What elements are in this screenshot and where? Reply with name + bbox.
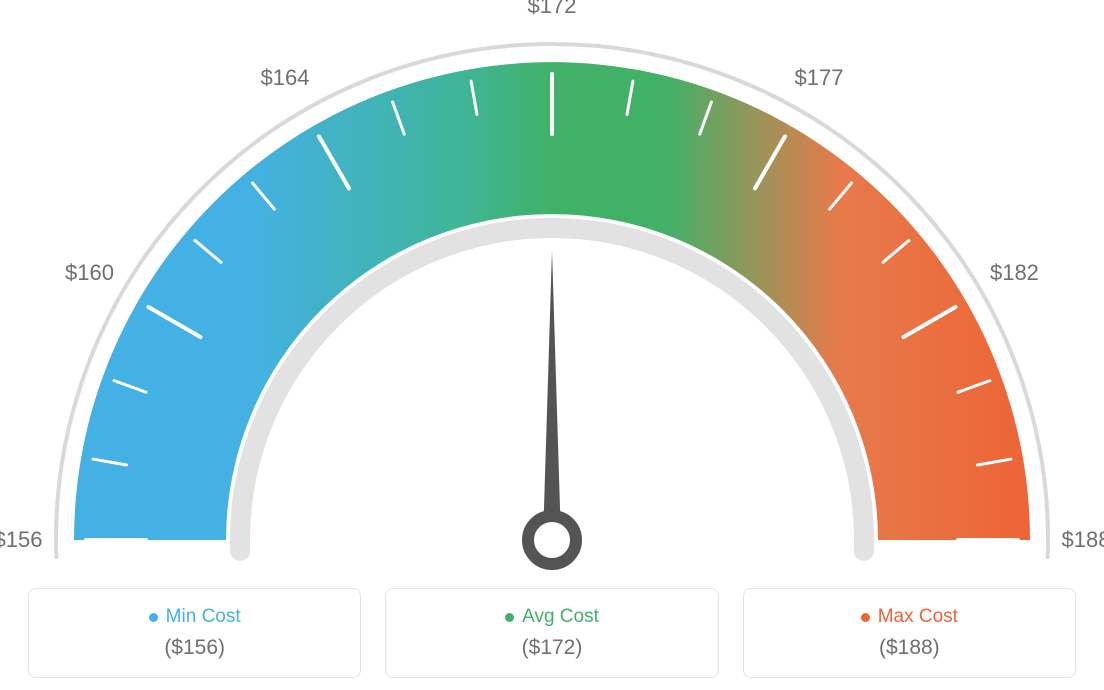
legend-value-min: ($156)	[164, 636, 225, 660]
legend-title-max: Max Cost	[861, 606, 958, 628]
legend-row: Min Cost ($156) Avg Cost ($172) Max Cost…	[0, 588, 1104, 690]
legend-dot-max	[861, 613, 870, 622]
cost-gauge-widget: $156 $160 $164 $172 $177 $182 $188 Min Cost ($…	[0, 0, 1104, 690]
legend-label-min: Min Cost	[166, 606, 241, 628]
legend-title-avg: Avg Cost	[505, 606, 599, 628]
legend-value-avg: ($172)	[522, 636, 583, 660]
gauge-svg	[0, 0, 1104, 580]
legend-value-max: ($188)	[879, 636, 940, 660]
gauge-tick-label: $164	[261, 65, 310, 91]
gauge-tick-label: $182	[990, 260, 1039, 286]
legend-dot-avg	[505, 613, 514, 622]
gauge-tick-label: $172	[528, 0, 577, 19]
legend-title-min: Min Cost	[149, 606, 241, 628]
gauge-tick-label: $160	[65, 260, 114, 286]
legend-card-avg: Avg Cost ($172)	[385, 588, 718, 678]
legend-label-max: Max Cost	[878, 606, 958, 628]
gauge-tick-label: $177	[795, 65, 844, 91]
gauge-tick-label: $156	[0, 527, 42, 553]
legend-dot-min	[149, 613, 158, 622]
legend-label-avg: Avg Cost	[522, 606, 599, 628]
legend-card-max: Max Cost ($188)	[743, 588, 1076, 678]
legend-card-min: Min Cost ($156)	[28, 588, 361, 678]
gauge-tick-label: $188	[1062, 527, 1104, 553]
gauge-chart: $156 $160 $164 $172 $177 $182 $188	[0, 0, 1104, 580]
